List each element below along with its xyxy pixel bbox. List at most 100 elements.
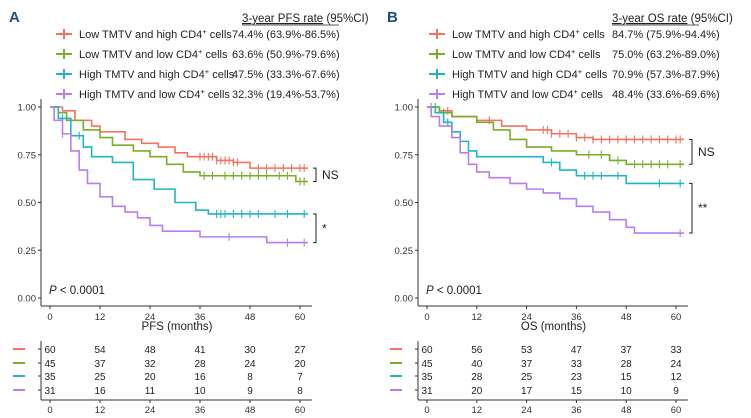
legend-name-suffix: cells: [580, 29, 606, 41]
risk-count: 24: [670, 359, 682, 370]
km-curve-high-tmtv-low-cd4: [50, 106, 308, 244]
km-curve-high-tmtv-high-cd4: [50, 106, 308, 215]
legend-sup: +: [202, 27, 207, 36]
x-tick-label: 60: [295, 312, 306, 323]
risk-count: 54: [94, 345, 106, 356]
legend-rate: 47.5% (33.3%-67.6%): [232, 69, 340, 81]
x-tick-label: 0: [47, 312, 52, 323]
risk-x-tick-label: 12: [95, 405, 106, 416]
panel-label: A: [9, 9, 20, 26]
legend-sup: +: [575, 27, 580, 36]
risk-count: 28: [471, 372, 483, 383]
legend-name-suffix: cells: [582, 69, 608, 81]
risk-count: 60: [421, 345, 433, 356]
legend-rate: 75.0% (63.2%-89.0%): [612, 49, 720, 61]
significance-bracket: [689, 182, 693, 234]
x-tick-label: 12: [472, 312, 483, 323]
km-curve-high-tmtv-low-cd4: [427, 106, 684, 234]
panel-b: B 3-year OS rate (95%CI) Low TMTV and high…: [387, 9, 733, 416]
risk-count: 37: [94, 359, 106, 370]
risk-count: 9: [673, 386, 679, 397]
legend-name: High TMTV and low CD4: [452, 89, 573, 101]
p-value-symbol: P: [426, 285, 434, 297]
km-curve-low-tmtv-low-cd4: [427, 106, 684, 166]
x-tick-label: 24: [145, 312, 156, 323]
risk-x-tick-label: 48: [621, 405, 632, 416]
y-tick-label: 0.50: [395, 198, 414, 209]
y-tick-label: 0.00: [395, 294, 414, 305]
significance-bracket: [313, 213, 317, 244]
legend-header: 3-year OS rate (95%CI): [612, 13, 733, 25]
risk-count: 48: [144, 345, 156, 356]
risk-x-tick-label: 36: [195, 405, 206, 416]
legend-rate: 74.4% (63.9%-86.5%): [232, 29, 340, 41]
legend-name-suffix: cells: [575, 49, 601, 61]
x-tick-label: 12: [95, 312, 106, 323]
risk-x-tick-label: 24: [145, 405, 156, 416]
significance-label: NS: [322, 168, 339, 182]
legend-name: High TMTV and low CD4: [79, 89, 200, 101]
risk-x-tick-label: 48: [245, 405, 256, 416]
x-tick-label: 36: [571, 312, 582, 323]
legend-entry: Low TMTV and high CD4+ cells: [79, 27, 232, 41]
risk-count: 37: [521, 359, 533, 370]
risk-count: 20: [144, 372, 156, 383]
risk-x-tick-label: 24: [521, 405, 532, 416]
significance-label: **: [698, 201, 708, 215]
risk-count: 47: [571, 345, 583, 356]
legend-sup: +: [573, 87, 578, 96]
risk-count: 7: [297, 372, 303, 383]
p-value-text: < 0.0001: [57, 285, 105, 297]
risk-count: 27: [294, 345, 306, 356]
legend-rate: 48.4% (33.6%-69.6%): [612, 89, 720, 101]
legend-entry: High TMTV and high CD4+ cells: [452, 67, 608, 81]
risk-x-tick-label: 12: [472, 405, 483, 416]
legend-name-suffix: cells: [202, 49, 228, 61]
x-tick-label: 24: [521, 312, 532, 323]
risk-count: 10: [621, 386, 633, 397]
risk-count: 9: [247, 386, 253, 397]
risk-count: 15: [571, 386, 583, 397]
legend-name: High TMTV and high CD4: [452, 69, 578, 81]
risk-count: 10: [194, 386, 206, 397]
legend-sup: +: [578, 67, 583, 76]
risk-count: 25: [521, 372, 533, 383]
legend-entry: High TMTV and low CD4+ cells: [79, 87, 230, 101]
legend-header-title: 3-year OS rate: [612, 13, 687, 25]
legend-header: 3-year PFS rate (95%CI): [242, 13, 369, 25]
km-curve-low-tmtv-high-cd4: [50, 106, 308, 169]
risk-count: 30: [244, 345, 256, 356]
legend-entry: High TMTV and low CD4+ cells: [452, 87, 603, 101]
risk-count: 12: [670, 372, 682, 383]
risk-count: 16: [194, 372, 206, 383]
risk-x-tick-label: 60: [671, 405, 682, 416]
legend-sup: +: [200, 87, 205, 96]
legend-name: Low TMTV and low CD4: [452, 49, 571, 61]
panel-label: B: [387, 9, 398, 26]
risk-count: 56: [471, 345, 483, 356]
km-curve-high-tmtv-high-cd4: [427, 106, 684, 185]
legend-name-suffix: cells: [207, 29, 233, 41]
y-tick-label: 0.25: [18, 246, 37, 257]
legend-entry: Low TMTV and low CD4+ cells: [79, 47, 228, 61]
x-tick-label: 48: [245, 312, 256, 323]
significance-label: NS: [698, 145, 715, 159]
risk-count: 20: [471, 386, 483, 397]
significance-label: *: [322, 221, 327, 235]
risk-x-tick-label: 0: [47, 405, 52, 416]
x-tick-label: 36: [195, 312, 206, 323]
risk-count: 45: [421, 359, 433, 370]
risk-count: 40: [471, 359, 483, 370]
risk-x-tick-label: 0: [424, 405, 429, 416]
legend-rate: 84.7% (75.9%-94.4%): [612, 29, 720, 41]
risk-count: 53: [521, 345, 533, 356]
y-tick-label: 0.75: [18, 150, 37, 161]
legend-rate: 63.6% (50.9%-79.6%): [232, 49, 340, 61]
y-tick-label: 1.00: [395, 103, 414, 114]
risk-count: 24: [244, 359, 256, 370]
y-tick-label: 0.25: [395, 246, 414, 257]
p-value-text: < 0.0001: [434, 285, 482, 297]
legend-rate: 70.9% (57.3%-87.9%): [612, 69, 720, 81]
risk-count: 28: [194, 359, 206, 370]
legend-entry: Low TMTV and high CD4+ cells: [452, 27, 605, 41]
